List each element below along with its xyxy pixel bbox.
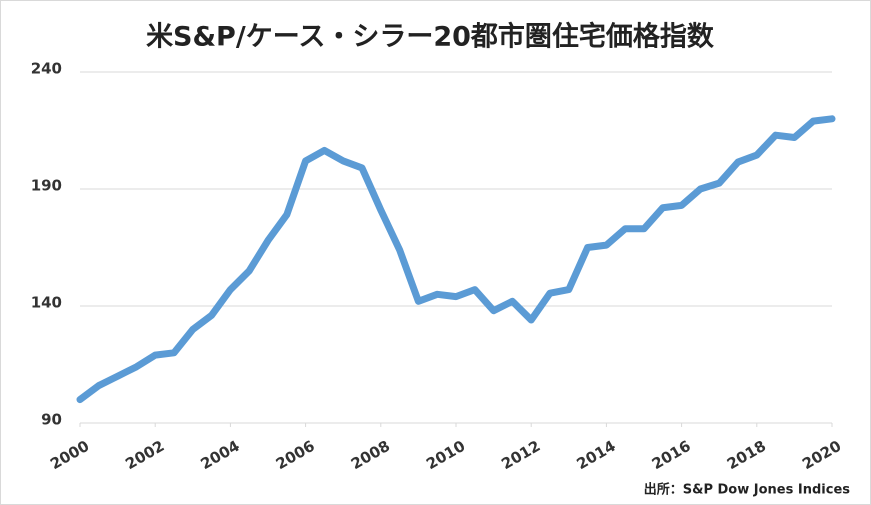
y-tick-label: 140 [31, 294, 62, 312]
y-tick-label: 240 [31, 60, 62, 78]
y-tick-label: 90 [41, 411, 62, 429]
chart-title: 米S&P/ケース・シラー20都市圏住宅価格指数 [146, 21, 715, 53]
source-note: 出所：S&P Dow Jones Indices [644, 482, 850, 498]
y-tick-label: 190 [31, 177, 62, 195]
data-line [76, 115, 836, 404]
